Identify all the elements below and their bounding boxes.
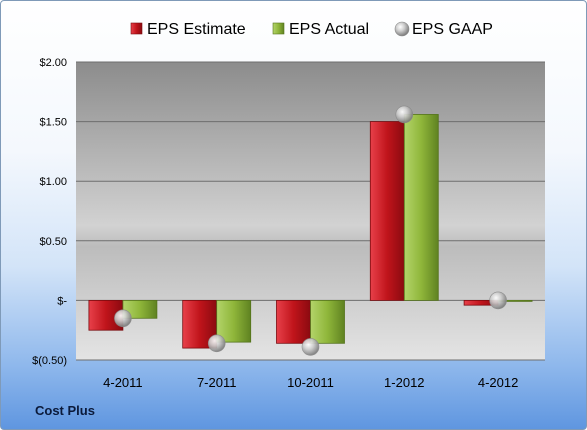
bar-eps-actual (122, 299, 158, 319)
legend-label: EPS GAAP (412, 21, 493, 38)
legend-swatch (394, 21, 410, 37)
y-tick-label: $1.00 (39, 176, 67, 188)
eps-chart: $2.00 $1.50 $1.00 $0.50 $- $(0.50) 4-2011 7-20… (32, 21, 545, 390)
y-tick-label: $1.50 (39, 117, 67, 129)
bar-eps-estimate (369, 121, 405, 301)
company-label: Cost Plus (35, 403, 95, 418)
legend-label: EPS Estimate (147, 21, 246, 38)
gridlines (76, 61, 545, 361)
bar-eps-actual (310, 299, 345, 344)
bar-eps-actual (216, 299, 252, 343)
legend-swatch (130, 22, 143, 35)
marker-eps-gaap (489, 291, 507, 310)
x-tick-label: 1-2012 (384, 375, 424, 390)
bars (88, 114, 533, 349)
marker-eps-gaap (114, 309, 132, 328)
legend-item: EPS Estimate (130, 21, 246, 38)
y-tick-label: $2.00 (39, 57, 67, 69)
y-axis: $2.00 $1.50 $1.00 $0.50 $- $(0.50) (32, 57, 67, 367)
y-tick-label: $- (57, 295, 67, 307)
bar-eps-estimate (276, 299, 311, 344)
x-tick-label: 4-2012 (478, 375, 518, 390)
legend-item: EPS Actual (272, 21, 369, 38)
x-tick-label: 7-2011 (197, 375, 237, 390)
x-tick-label: 4-2011 (103, 375, 143, 390)
legend-item: EPS GAAP (394, 21, 493, 38)
marker-eps-gaap (301, 338, 320, 356)
x-tick-label: 10-2011 (287, 375, 334, 390)
marker-eps-gaap (207, 334, 226, 353)
legend-label: EPS Actual (289, 21, 369, 38)
legend: EPS Estimate EPS Actual EPS GAAP (130, 21, 493, 38)
bar-eps-actual (403, 114, 439, 301)
y-tick-label: $(0.50) (32, 355, 67, 367)
x-axis: 4-2011 7-2011 10-2011 1-2012 4-2012 (103, 375, 518, 390)
marker-eps-gaap (395, 105, 414, 124)
gaap-markers (114, 105, 507, 356)
y-tick-label: $0.50 (39, 236, 67, 248)
legend-swatch (272, 22, 285, 35)
